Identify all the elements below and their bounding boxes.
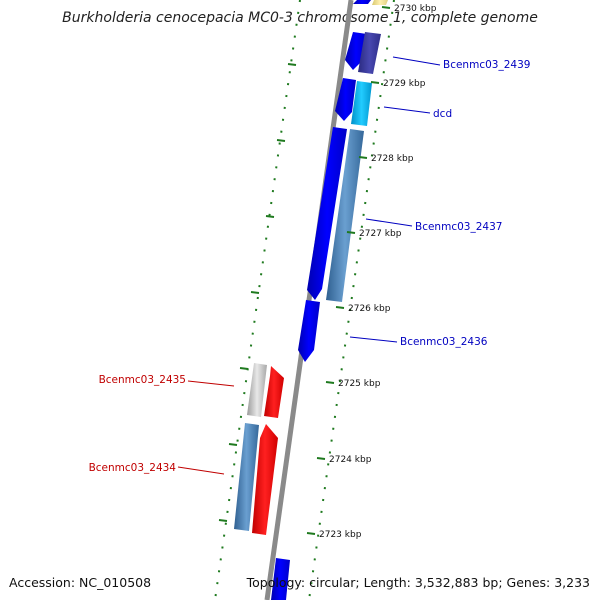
tick-mark (316, 457, 326, 460)
cds-2435-gray[interactable] (247, 363, 267, 417)
tick-mark (325, 381, 335, 384)
cds-2436[interactable] (298, 300, 320, 362)
gene-leader-line (187, 380, 235, 387)
gene-label-g2436[interactable]: Bcenmc03_2436 (400, 336, 488, 348)
tick-mark (370, 81, 380, 84)
tick-mark (381, 6, 391, 9)
outer-ruler (308, 0, 395, 600)
tick-mark (335, 306, 345, 309)
gene-leader-line (365, 218, 413, 227)
gene-leader-line (177, 466, 225, 475)
genome-backbone (264, 0, 354, 600)
cds-yellow-top[interactable] (372, 0, 388, 5)
gene-leader-line (349, 336, 398, 343)
forward-cds-features (271, 0, 388, 600)
cds-2438-blue[interactable] (335, 78, 356, 121)
map-title: Burkholderia cenocepacia MC0-3 chromosom… (62, 10, 538, 26)
cds-bottom-blue[interactable] (271, 558, 290, 600)
inner-ruler-ticks (218, 63, 297, 522)
gene-label-gdcd[interactable]: dcd (433, 108, 452, 120)
tick-mark (358, 156, 368, 159)
cds-2434-steel[interactable] (234, 423, 259, 531)
cds-2437-steel[interactable] (326, 129, 364, 302)
tick-label: 2730 kbp (394, 4, 437, 14)
gene-label-g2435[interactable]: Bcenmc03_2435 (99, 374, 186, 386)
tick-label: 2726 kbp (348, 304, 391, 314)
inner-ruler (214, 0, 301, 600)
tick-mark (306, 532, 316, 535)
gene-label-g2437[interactable]: Bcenmc03_2437 (415, 221, 502, 233)
tick-label: 2725 kbp (338, 379, 381, 389)
tick-label: 2724 kbp (329, 455, 372, 465)
gene-label-g2434[interactable]: Bcenmc03_2434 (89, 462, 177, 474)
cds-2439-blue[interactable] (345, 32, 367, 70)
accession-label: Accession: NC_010508 (9, 575, 152, 590)
reverse-cds-features (234, 363, 284, 535)
gene-leader-line (383, 106, 431, 114)
tick-mark (346, 231, 356, 234)
topology-summary: Topology: circular; Length: 3,532,883 bp… (246, 575, 590, 590)
cds-2434-red[interactable] (252, 424, 278, 535)
cds-2440-top[interactable] (353, 0, 371, 4)
cds-2437-blue[interactable] (307, 127, 347, 300)
cds-dcd[interactable] (351, 81, 372, 126)
tick-label: 2729 kbp (383, 79, 426, 89)
tick-label: 2723 kbp (319, 530, 362, 540)
gene-label-g2439[interactable]: Bcenmc03_2439 (443, 59, 530, 71)
gene-leader-line (392, 56, 441, 66)
tick-label: 2727 kbp (359, 229, 402, 239)
scale-ticks: 2730 kbp 2729 kbp 2728 kbp 2727 kbp 2726 kbp… (306, 4, 437, 540)
cds-2435-red[interactable] (264, 366, 284, 418)
tick-label: 2728 kbp (371, 154, 414, 164)
cds-2439-dark[interactable] (358, 32, 381, 74)
